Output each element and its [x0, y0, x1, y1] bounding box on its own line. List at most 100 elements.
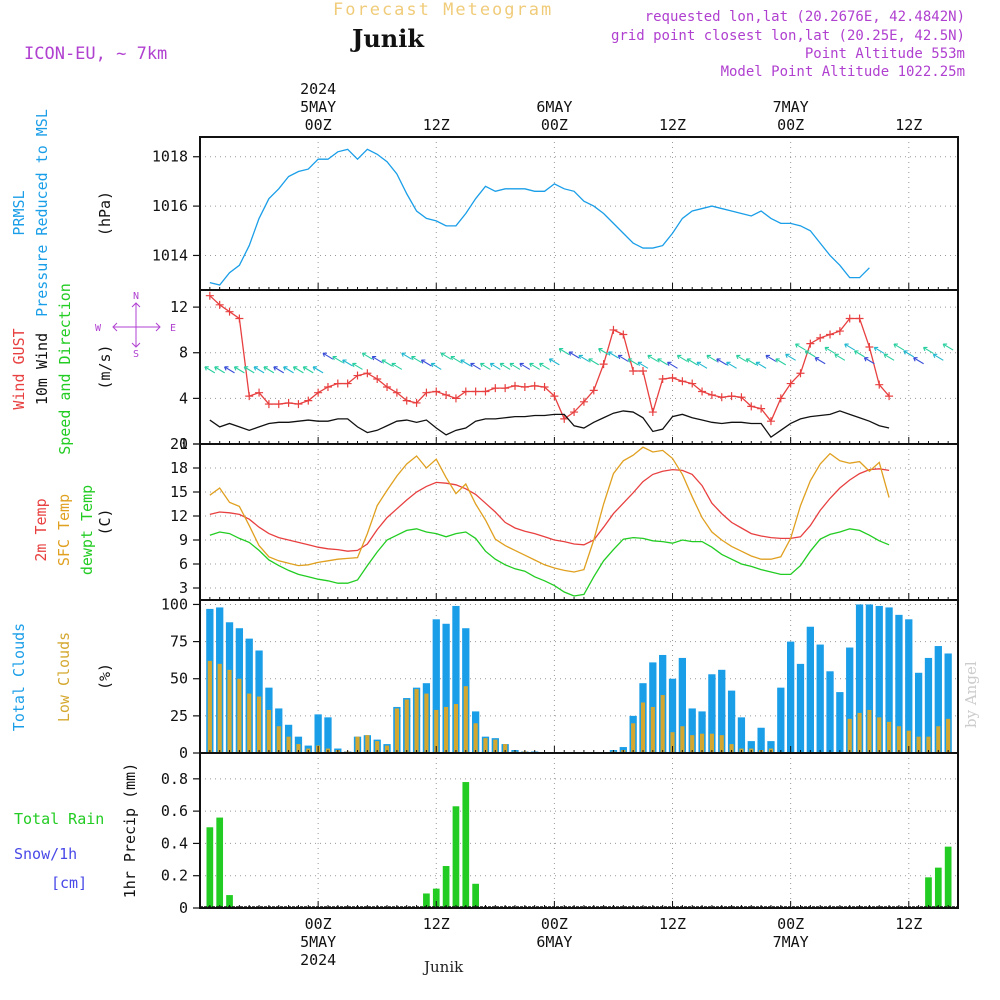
low-cloud-bar [690, 735, 695, 753]
total-cloud-bar [796, 663, 805, 753]
requested-coords: requested lon,lat (20.2676E, 42.4842N) [644, 9, 965, 25]
total-cloud-bar [777, 687, 785, 753]
wind-arrow [322, 352, 334, 360]
wind-arrow [529, 362, 540, 370]
wind-arrow [440, 352, 452, 360]
top-time-label: 6MAY [536, 98, 572, 116]
gust-point [392, 388, 401, 397]
wind-arrow [401, 352, 413, 360]
rain-bar [452, 806, 460, 908]
rain-bar [423, 893, 430, 908]
low-clouds-label: Low Clouds [55, 632, 73, 722]
low-cloud-bar [434, 709, 439, 753]
total-cloud-bar [806, 626, 814, 753]
bottom-time-label: 6MAY [536, 933, 572, 951]
gust-point [727, 392, 736, 401]
gust-point [383, 382, 392, 391]
y-tick-label: 50 [170, 670, 188, 688]
gust-point [570, 408, 579, 417]
wind-arrow [657, 358, 668, 366]
precip-frame [199, 752, 959, 909]
compass-s: S [133, 349, 139, 360]
gust-point [284, 398, 293, 407]
gust-point [540, 382, 549, 391]
gust-point [304, 396, 313, 405]
clouds-panel: 0 25 50 75 100 (%) [96, 595, 959, 762]
wind-arrow [381, 359, 393, 367]
gust-point [481, 387, 490, 396]
gust-point [520, 382, 529, 391]
dewpt-label: dewpt Temp [78, 485, 96, 575]
wind-arrow [696, 361, 708, 369]
low-cloud-bar [365, 735, 370, 753]
y-tick-label: 0.4 [161, 834, 188, 852]
bottom-time-label: 7MAY [773, 933, 809, 951]
gust-point [579, 397, 588, 406]
low-cloud-bar [719, 735, 724, 753]
gust-point [806, 339, 815, 348]
rain-bar [206, 827, 214, 908]
wind-arrow [243, 366, 255, 374]
wind-arrow [814, 357, 826, 365]
low-cloud-bar [896, 726, 902, 753]
y-tick-label: 0.2 [161, 867, 188, 885]
wind-arrow [745, 358, 757, 366]
y-tick-label: 1016 [152, 197, 188, 215]
gust-point [885, 392, 894, 401]
low-cloud-bar [936, 726, 941, 753]
low-cloud-bar [453, 703, 459, 753]
gust-point [599, 360, 608, 369]
gust-point [422, 388, 431, 397]
wind-arrow [804, 350, 816, 358]
wind-arrow [647, 354, 659, 362]
gust-point [511, 381, 520, 390]
low-cloud-bar [237, 678, 242, 753]
pressure-units-label: (hPa) [96, 191, 114, 236]
snow-unit-label: [cm] [51, 874, 87, 892]
wind-panel: 0 4 8 12 (m/s) [96, 289, 959, 453]
gust-point [835, 327, 844, 336]
top-time-label: 12Z [659, 116, 686, 134]
point-altitude: Point Altitude 553m [804, 46, 965, 62]
low-cloud-bar [699, 733, 705, 753]
y-tick-label: 75 [170, 633, 188, 651]
gust-point [274, 400, 283, 409]
total-cloud-bar [668, 678, 677, 753]
temperature-frame [199, 443, 959, 601]
bottom-time-label: 2024 [300, 951, 336, 969]
wind-arrow [922, 346, 934, 354]
wind-arrow [332, 356, 344, 364]
wind-arrow [617, 354, 629, 362]
y-tick-label: 15 [170, 483, 188, 501]
top-time-label: 12Z [423, 116, 450, 134]
wind-dir-label: Speed and Direction [56, 283, 74, 455]
wind-arrow [361, 352, 373, 360]
gust-point [461, 387, 470, 396]
y-tick-label: 0 [179, 899, 188, 917]
compass-arrows [112, 302, 161, 348]
gust-point [343, 379, 352, 388]
wind-arrow [499, 362, 511, 370]
gust-point [757, 404, 766, 413]
wind-arrow [676, 354, 688, 362]
wind-arrow [548, 358, 560, 366]
rain-bar [944, 846, 952, 908]
gust-point [530, 381, 539, 390]
clouds-units-label: (%) [96, 663, 114, 690]
y-tick-label: 21 [170, 435, 188, 453]
total-cloud-bar [846, 647, 854, 753]
low-cloud-bar [355, 736, 360, 753]
gust-point [668, 373, 677, 382]
total-cloud-bar [944, 653, 952, 753]
top-time-label: 00Z [541, 116, 568, 134]
wind-series-1-line [209, 410, 890, 439]
y-tick-label: 12 [170, 507, 188, 525]
low-cloud-bar [473, 723, 478, 753]
total-cloud-bar [678, 657, 687, 753]
wind-arrow [686, 358, 698, 366]
wind-arrow [794, 343, 806, 351]
low-cloud-bar [207, 660, 212, 753]
low-cloud-bar [867, 709, 872, 753]
bottom-time-label: 00Z [305, 915, 332, 933]
low-cloud-bar [640, 702, 646, 753]
